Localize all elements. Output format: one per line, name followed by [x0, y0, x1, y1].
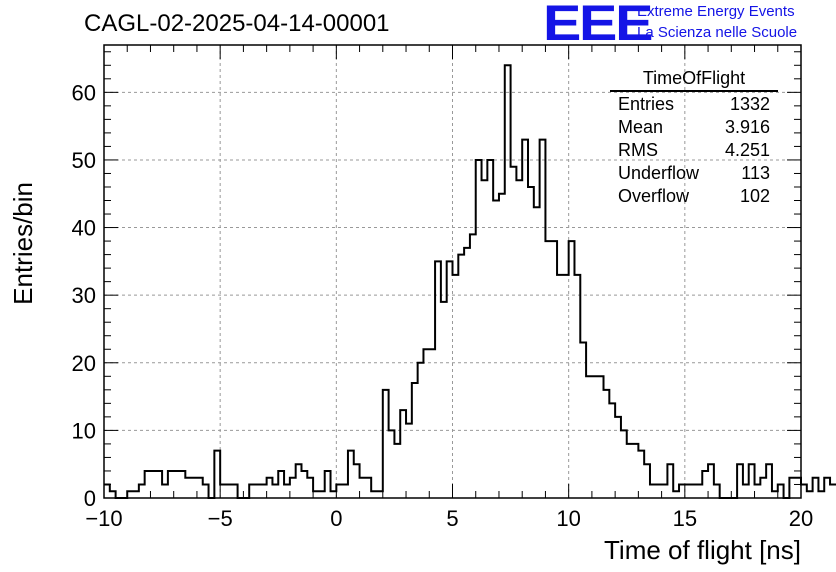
stats-box-title: TimeOfFlight	[610, 68, 778, 92]
logo-caption-1: Extreme Energy Events	[637, 3, 795, 20]
x-tick-label: 15	[673, 506, 697, 531]
y-tick-label: 0	[84, 486, 96, 511]
stats-value: 4.251	[724, 140, 770, 160]
stats-row-underflow: Underflow 113	[610, 162, 778, 185]
y-tick-label: 40	[72, 216, 96, 241]
stats-value: 102	[739, 186, 770, 206]
x-tick-label: −5	[208, 506, 233, 531]
stats-label: Overflow	[618, 186, 690, 206]
x-axis-label: Time of flight [ns]	[604, 535, 801, 565]
stats-value: 113	[741, 163, 770, 183]
y-tick-label: 30	[72, 283, 96, 308]
y-tick-label: 50	[72, 148, 96, 173]
y-tick-label: 10	[72, 418, 96, 443]
eee-logo: EEE	[543, 0, 653, 51]
stats-label: Mean	[618, 117, 664, 137]
stats-value: 1332	[729, 94, 770, 114]
stats-label: Underflow	[618, 163, 700, 183]
stats-row-mean: Mean 3.916	[610, 116, 778, 139]
stats-row-entries: Entries 1332	[610, 93, 778, 116]
stats-row-overflow: Overflow 102	[610, 185, 778, 208]
stats-label: RMS	[618, 140, 658, 160]
histogram-line	[104, 64, 836, 499]
y-axis-label: Entries/bin	[8, 182, 38, 305]
grid-lines	[104, 45, 801, 498]
x-tick-label: 0	[330, 506, 342, 531]
stats-value: 3.916	[724, 117, 770, 137]
stats-box: TimeOfFlight Entries 1332 Mean 3.916 RMS…	[610, 68, 778, 208]
x-tick-label: 10	[556, 506, 580, 531]
y-tick-label: 20	[72, 351, 96, 376]
axis-ticks	[103, 45, 802, 499]
chart-title: CAGL-02-2025-04-14-00001	[84, 10, 390, 37]
x-tick-label: 5	[446, 506, 458, 531]
x-tick-label: 20	[789, 506, 813, 531]
y-tick-labels: 0 10 20 30 40 50 60	[72, 80, 96, 511]
x-tick-labels: −10 −5 0 5 10 15 20	[85, 506, 813, 531]
stats-row-rms: RMS 4.251	[610, 139, 778, 162]
x-tick-label: −10	[85, 506, 122, 531]
y-tick-label: 60	[72, 80, 96, 105]
stats-label: Entries	[618, 94, 675, 114]
logo-caption-2: La Scienza nelle Scuole	[637, 24, 798, 41]
